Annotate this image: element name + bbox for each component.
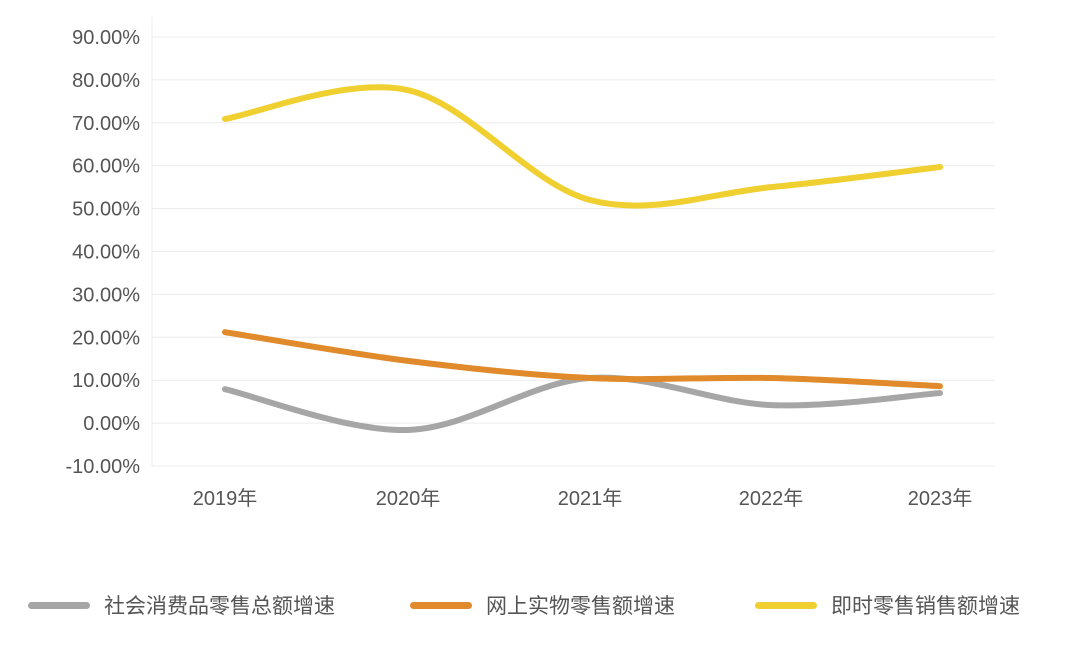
series-line-0 [222,374,943,433]
y-tick-label: 40.00% [72,242,140,264]
x-tick-label: 2021年 [558,487,623,510]
y-tick-label: 20.00% [72,327,140,349]
y-tick-label: 60.00% [72,156,140,178]
y-tick-label: 80.00% [72,70,140,92]
x-tick-label: 2022年 [739,487,804,510]
legend-item-instant: 即时零售销售额增速 [755,590,1020,620]
legend-swatch [755,601,817,609]
line-chart: 90.00% 80.00% 70.00% 60.00% 50.00% 40.00% 30.0… [66,17,995,510]
legend-item-online: 网上实物零售额增速 [410,590,675,620]
y-tick-label: 50.00% [72,199,140,221]
y-tick-label: 30.00% [72,284,140,306]
legend-item-retail-total: 社会消费品零售总额增速 [28,590,335,620]
y-tick-label: -10.00% [66,456,141,478]
x-tick-label: 2020年 [376,487,441,510]
legend-swatch [410,601,472,609]
series-line-2 [222,84,943,209]
x-tick-label: 2023年 [908,487,973,510]
y-tick-label: 10.00% [72,370,140,392]
legend-label: 即时零售销售额增速 [831,595,1020,618]
legend-label: 社会消费品零售总额增速 [104,595,335,618]
series-line-1 [222,329,943,390]
y-tick-label: 0.00% [83,413,140,435]
y-tick-label: 90.00% [72,27,140,49]
x-tick-label: 2019年 [193,487,258,510]
legend-label: 网上实物零售额增速 [486,595,675,618]
y-tick-label: 70.00% [72,113,140,135]
legend-swatch [28,601,90,609]
